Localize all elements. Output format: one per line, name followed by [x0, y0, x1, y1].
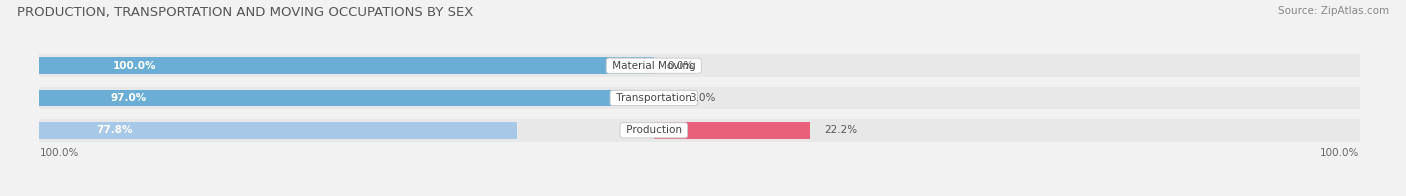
Bar: [39, 119, 1360, 142]
Text: Transportation: Transportation: [613, 93, 695, 103]
Bar: [39, 90, 636, 106]
Bar: [39, 57, 654, 74]
Text: PRODUCTION, TRANSPORTATION AND MOVING OCCUPATIONS BY SEX: PRODUCTION, TRANSPORTATION AND MOVING OC…: [17, 6, 474, 19]
Bar: [654, 90, 675, 106]
Text: 3.0%: 3.0%: [689, 93, 716, 103]
Bar: [654, 122, 810, 139]
Text: 100.0%: 100.0%: [39, 148, 79, 158]
Text: Source: ZipAtlas.com: Source: ZipAtlas.com: [1278, 6, 1389, 16]
Text: 100.0%: 100.0%: [112, 61, 156, 71]
Text: 0.0%: 0.0%: [668, 61, 695, 71]
Bar: [39, 87, 1360, 109]
Text: 77.8%: 77.8%: [97, 125, 134, 135]
Bar: [39, 122, 517, 139]
Text: 22.2%: 22.2%: [824, 125, 858, 135]
Bar: [39, 54, 1360, 77]
Text: Material Moving: Material Moving: [609, 61, 699, 71]
Text: 100.0%: 100.0%: [1320, 148, 1360, 158]
Text: Production: Production: [623, 125, 685, 135]
Text: 97.0%: 97.0%: [111, 93, 148, 103]
